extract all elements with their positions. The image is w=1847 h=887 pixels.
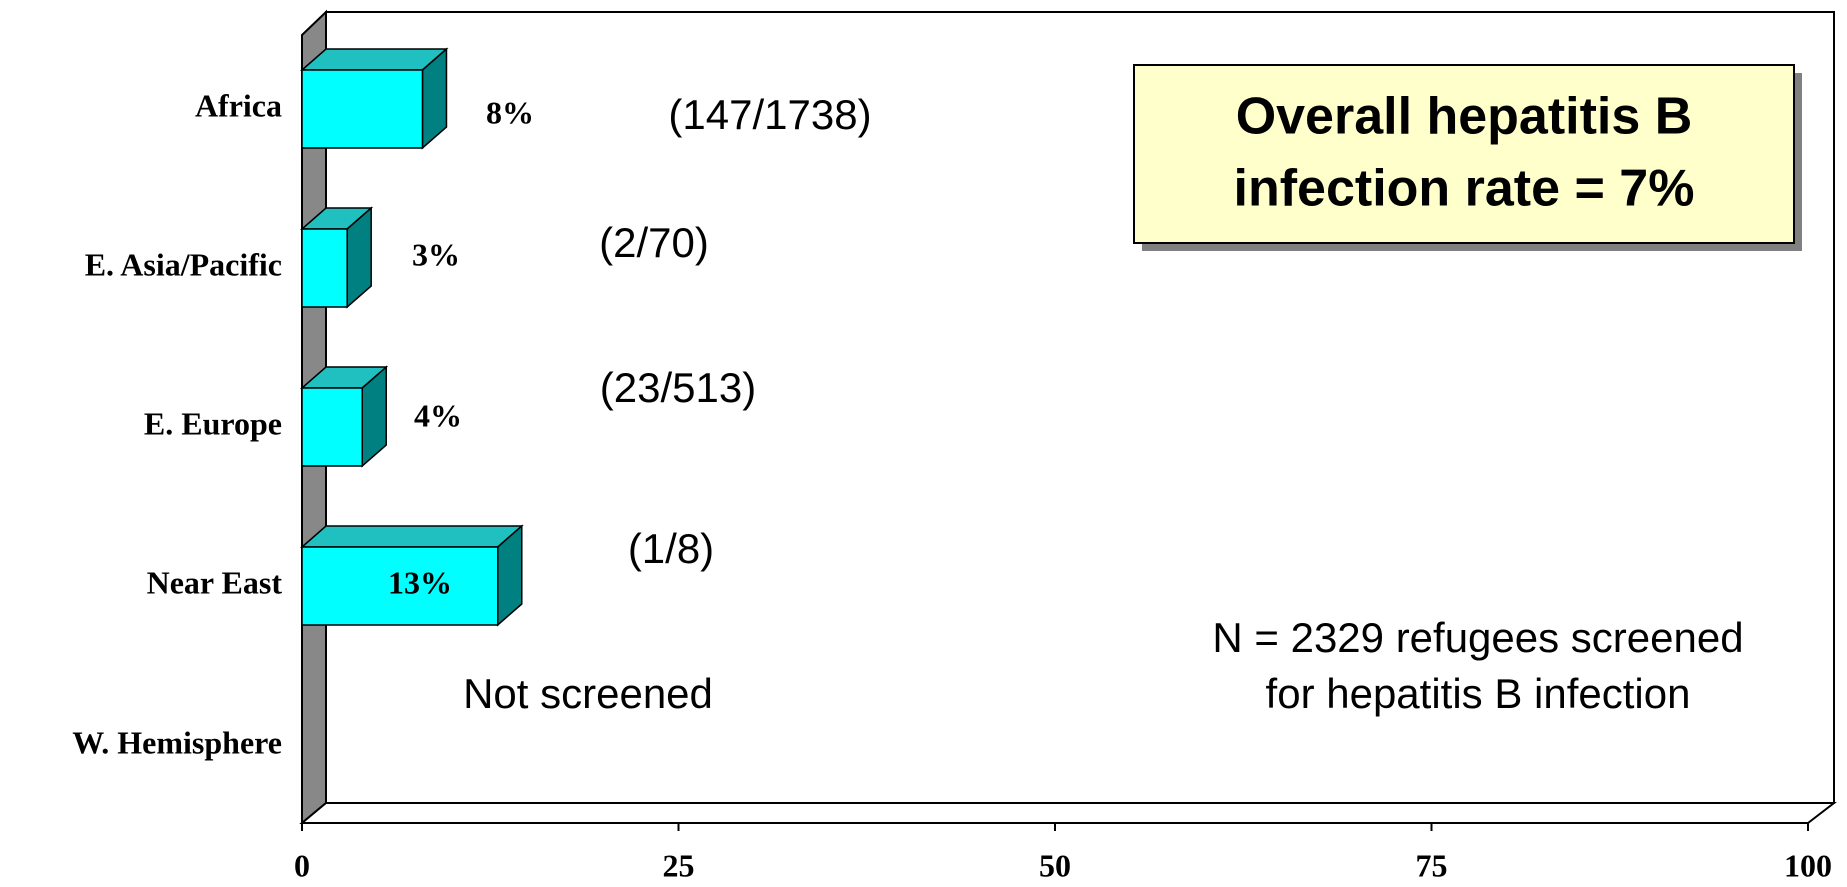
value-label: 8% <box>486 94 534 130</box>
x-tick-label: 25 <box>663 847 695 883</box>
callout-line: Overall hepatitis B <box>1236 88 1693 146</box>
y-tick-label: Africa <box>195 87 282 123</box>
x-tick-label: 0 <box>294 847 310 883</box>
floor <box>299 802 1837 824</box>
ratio-label: (23/513) <box>600 364 756 411</box>
y-tick-label: E. Asia/Pacific <box>85 246 282 282</box>
y-tick-label: Near East <box>147 564 283 600</box>
callout-line: infection rate = 7% <box>1234 160 1695 218</box>
note-line: for hepatitis B infection <box>1266 670 1691 717</box>
bar <box>301 228 348 308</box>
ratio-label: Not screened <box>463 670 713 717</box>
ratio-label: (2/70) <box>599 219 709 266</box>
bar-top <box>300 525 524 548</box>
value-label: 4% <box>414 397 462 433</box>
bar <box>301 546 499 626</box>
bar-top <box>300 48 449 71</box>
callout-box <box>1133 64 1795 244</box>
x-tick-label: 100 <box>1784 847 1832 883</box>
value-label: 13% <box>388 564 452 600</box>
ratio-label: (1/8) <box>628 525 714 572</box>
ratio-label: (147/1738) <box>668 91 871 138</box>
y-tick-label: E. Europe <box>144 405 282 441</box>
x-tick-label: 50 <box>1039 847 1071 883</box>
value-label: 3% <box>412 236 460 272</box>
bar <box>301 69 424 149</box>
note-line: N = 2329 refugees screened <box>1212 614 1743 661</box>
bar <box>301 387 363 467</box>
x-tick-label: 75 <box>1416 847 1448 883</box>
y-tick-label: W. Hemisphere <box>72 724 282 760</box>
